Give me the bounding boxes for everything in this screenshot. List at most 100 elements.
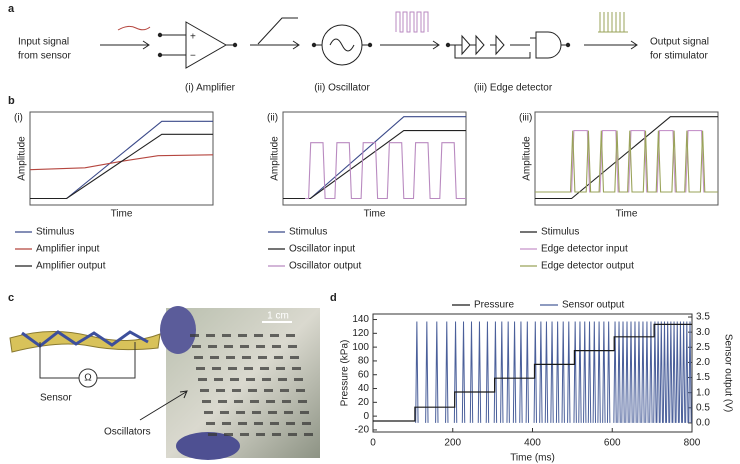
spike xyxy=(425,321,429,423)
node xyxy=(157,32,163,38)
x-axis-title: Time (ms) xyxy=(510,453,555,464)
x-axis-label: Time xyxy=(616,209,638,220)
panel-label: b xyxy=(8,95,15,107)
photo-texture xyxy=(220,411,229,414)
photo-texture xyxy=(252,411,261,414)
photo-texture xyxy=(224,433,233,436)
photo-texture xyxy=(248,389,257,392)
sensor-electrode xyxy=(21,330,149,348)
photo-texture xyxy=(286,422,295,425)
plot-tag: (iii) xyxy=(519,113,532,124)
scale-label: 1 cm xyxy=(267,311,289,322)
amp-sign: − xyxy=(190,51,196,62)
sensor-label: Sensor xyxy=(40,393,72,404)
plot-tag: (ii) xyxy=(267,113,278,124)
ohm-symbol: Ω xyxy=(84,373,92,384)
y-tick-label: 100 xyxy=(352,342,369,353)
photo-texture xyxy=(250,400,259,403)
photo-texture xyxy=(212,367,221,370)
panel-label: a xyxy=(8,3,15,15)
photo-texture xyxy=(208,433,217,436)
photo-texture xyxy=(254,422,263,425)
plot-frame xyxy=(282,111,467,206)
photo-texture xyxy=(278,378,287,381)
photo-texture xyxy=(254,334,263,337)
ohmmeter xyxy=(78,368,98,388)
panel-label: c xyxy=(8,292,14,304)
photo-texture xyxy=(216,389,225,392)
legend-label: Oscillator output xyxy=(289,261,361,272)
y2-tick-label: 2.5 xyxy=(696,342,710,353)
amplifier xyxy=(185,21,228,69)
wire xyxy=(160,34,186,56)
photo-texture xyxy=(262,378,271,381)
nodes xyxy=(157,32,571,58)
spike xyxy=(685,321,689,423)
photo-texture xyxy=(244,367,253,370)
spike xyxy=(675,321,679,423)
sine xyxy=(329,38,355,52)
x-tick-label: 200 xyxy=(444,438,461,449)
spike xyxy=(506,321,510,423)
photo-texture xyxy=(256,345,265,348)
spike xyxy=(621,321,625,423)
photo-texture xyxy=(226,356,235,359)
photo-texture xyxy=(204,411,213,414)
spike xyxy=(500,321,504,423)
photo-texture xyxy=(232,389,241,392)
spike xyxy=(602,321,606,423)
node xyxy=(445,42,451,48)
y2-tick-label: 3.5 xyxy=(696,312,710,323)
photo-texture xyxy=(258,356,267,359)
node xyxy=(367,42,373,48)
photo-texture xyxy=(270,422,279,425)
schematic-curve xyxy=(567,130,715,193)
legend-label: Stimulus xyxy=(36,227,74,238)
photo-texture xyxy=(296,389,305,392)
arrow xyxy=(380,40,440,50)
legend-label: Amplifier output xyxy=(36,261,106,272)
photo-texture xyxy=(238,334,247,337)
spike xyxy=(573,321,577,423)
photo-texture xyxy=(228,367,237,370)
panel-d: 0 200 400 600 800-200204060801001201400.00.5… xyxy=(340,300,734,464)
spike xyxy=(669,321,673,423)
arrow xyxy=(584,40,638,50)
spike xyxy=(659,321,663,423)
x-axis-label: Time xyxy=(111,209,133,220)
photo-texture xyxy=(206,422,215,425)
arrow xyxy=(139,390,188,421)
y-tick-label: 140 xyxy=(352,314,369,325)
arrow xyxy=(100,40,150,50)
y-tick-label: -20 xyxy=(355,425,370,436)
spike xyxy=(561,321,565,423)
photo-texture xyxy=(268,411,277,414)
ramp-signal xyxy=(257,17,298,45)
node xyxy=(311,42,317,48)
spike xyxy=(453,321,458,423)
photo-texture xyxy=(280,389,289,392)
photo-texture xyxy=(256,433,265,436)
photo-texture xyxy=(236,411,245,414)
photo-texture xyxy=(266,400,275,403)
photo-texture xyxy=(206,334,215,337)
photo-texture xyxy=(246,378,255,381)
glove xyxy=(160,306,196,354)
photo-texture xyxy=(218,400,227,403)
spike xyxy=(512,321,517,423)
y-tick-label: 20 xyxy=(358,397,370,408)
legend-label: Stimulus xyxy=(289,227,327,238)
photo-texture xyxy=(298,400,307,403)
photo-texture xyxy=(196,367,205,370)
wire xyxy=(448,37,536,59)
oscillators-label: Oscillators xyxy=(104,427,151,438)
spike xyxy=(477,321,482,423)
spike xyxy=(550,321,554,423)
photo-texture xyxy=(276,367,285,370)
y2-axis-title: Sensor output (V) xyxy=(722,334,733,412)
y-tick-label: 80 xyxy=(358,356,370,367)
spike xyxy=(493,321,498,423)
spike xyxy=(672,321,676,423)
spike xyxy=(533,321,537,423)
